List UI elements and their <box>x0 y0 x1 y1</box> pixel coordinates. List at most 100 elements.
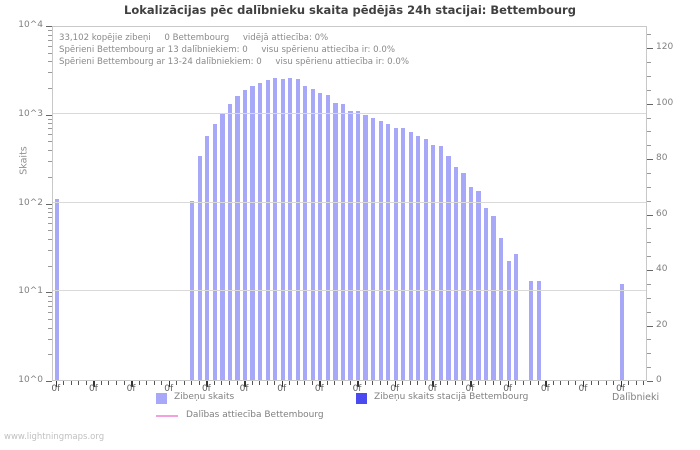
x-axis-minor-tick <box>183 381 185 385</box>
y-axis-minor-tick <box>48 52 52 54</box>
x-axis-major-tick <box>507 381 510 387</box>
x-axis-minor-tick <box>221 381 223 385</box>
chart-legend: Zibeņu skaits Zibeņu skaits stacijā Bette… <box>0 390 700 432</box>
y-axis-minor-tick <box>48 300 52 302</box>
y-axis-minor-tick <box>48 150 52 152</box>
bar <box>386 124 391 380</box>
x-axis-minor-tick <box>364 381 366 385</box>
x-axis-minor-tick <box>70 381 72 385</box>
bar <box>220 113 225 380</box>
x-axis-minor-tick <box>417 381 419 385</box>
x-axis-minor-tick <box>78 381 80 385</box>
x-axis-minor-tick <box>590 381 592 385</box>
x-axis-major-tick <box>168 381 171 387</box>
x-axis-minor-tick <box>560 381 562 385</box>
y-axis-minor-tick <box>48 118 52 120</box>
bar <box>483 208 489 380</box>
x-axis-minor-tick <box>424 381 426 385</box>
x-axis-major-tick <box>394 381 397 387</box>
y-axis-minor-tick <box>48 223 52 225</box>
x-axis-minor-tick <box>635 381 637 385</box>
y-axis-left-tick-label: 10^4 <box>18 20 43 30</box>
y-axis-minor-tick <box>48 305 52 307</box>
y-axis-right-tick-label: 120 <box>656 42 674 53</box>
y-axis-right-minor-tick <box>647 117 651 119</box>
y-axis-right-minor-tick <box>647 186 651 188</box>
bar <box>242 90 248 380</box>
bar <box>265 79 270 380</box>
x-axis-minor-tick <box>372 381 374 385</box>
x-axis-major-tick <box>131 381 133 387</box>
bar <box>363 115 368 380</box>
y-axis-right-tick-label: 60 <box>656 208 668 219</box>
y-axis-right-tick-label: 0 <box>656 375 662 385</box>
y-axis-minor-tick <box>48 318 52 320</box>
y-axis-right-minor-tick <box>647 89 651 91</box>
y-axis-right-tick-label: 20 <box>656 319 668 330</box>
x-axis-tick-label: 0f <box>540 384 550 394</box>
y-axis-minor-tick <box>48 238 52 240</box>
gridline <box>53 112 646 114</box>
y-axis-minor-tick <box>48 88 52 90</box>
x-axis-minor-tick <box>605 381 607 385</box>
bar <box>197 156 202 380</box>
y-axis-major-tick <box>46 114 52 116</box>
y-axis-right-major-tick <box>647 381 653 382</box>
x-axis-minor-tick <box>485 381 487 385</box>
x-axis-minor-tick <box>598 381 600 385</box>
bar <box>506 260 511 380</box>
x-axis-minor-tick <box>296 381 298 385</box>
x-axis-minor-tick <box>477 381 479 385</box>
x-axis-tick-label: 0f <box>88 384 98 394</box>
x-axis-minor-tick <box>63 381 65 385</box>
y-axis-minor-tick <box>48 128 52 130</box>
y-axis-right-minor-tick <box>647 200 651 202</box>
y-axis-minor-tick <box>48 141 52 143</box>
x-axis-major-tick <box>432 381 434 387</box>
x-axis-tick-label: 0f <box>465 384 475 394</box>
bar <box>446 156 451 380</box>
x-axis-minor-tick <box>402 381 404 385</box>
y-axis-left-tick-label: 10^1 <box>18 286 43 297</box>
x-axis-minor-tick <box>228 381 230 385</box>
x-axis-major-tick <box>319 381 321 387</box>
bar <box>250 86 255 380</box>
legend-label: Zibeņu skaits <box>174 392 235 402</box>
y-axis-left-label: Skaits <box>18 146 30 175</box>
x-axis-major-tick <box>244 381 246 387</box>
bar <box>303 85 308 380</box>
x-axis-tick-label: 0f <box>352 384 362 394</box>
x-axis-major-tick <box>281 381 284 387</box>
x-axis-minor-tick <box>191 381 193 385</box>
y-axis-right-minor-tick <box>647 283 651 285</box>
x-axis-major-tick <box>206 381 208 387</box>
bar <box>431 144 436 380</box>
bar <box>423 138 428 380</box>
bar <box>401 127 406 380</box>
y-axis-minor-tick <box>48 176 52 178</box>
plot-area: 33,102 kopējie zibeņi 0 Bettembourg vidē… <box>52 26 647 381</box>
bar <box>227 103 233 380</box>
y-axis-minor-tick <box>48 123 52 125</box>
y-axis-minor-tick <box>48 327 52 329</box>
y-axis-major-tick <box>46 292 52 294</box>
y-axis-right-major-tick <box>647 325 653 327</box>
y-axis-right-tick-label: 80 <box>656 153 668 164</box>
y-axis-minor-tick <box>48 207 52 209</box>
bar <box>348 111 353 380</box>
x-axis-minor-tick <box>213 381 215 385</box>
x-axis-minor-tick <box>176 381 178 385</box>
legend-label: Dalības attiecība Bettembourg <box>186 410 324 420</box>
y-axis-right-minor-tick <box>647 339 651 341</box>
x-axis-minor-tick <box>304 381 306 385</box>
y-axis-right-major-tick <box>647 159 653 161</box>
y-axis-left-tick-label: 10^3 <box>18 108 43 119</box>
x-axis-major-tick <box>470 381 472 387</box>
x-axis-minor-tick <box>116 381 118 385</box>
y-axis-right-major-tick <box>647 214 653 216</box>
x-axis-minor-tick <box>379 381 381 385</box>
bar <box>408 132 413 380</box>
x-axis-tick-label: 0f <box>616 384 626 394</box>
y-axis-right-minor-tick <box>647 131 651 133</box>
x-axis-minor-tick <box>454 381 456 385</box>
